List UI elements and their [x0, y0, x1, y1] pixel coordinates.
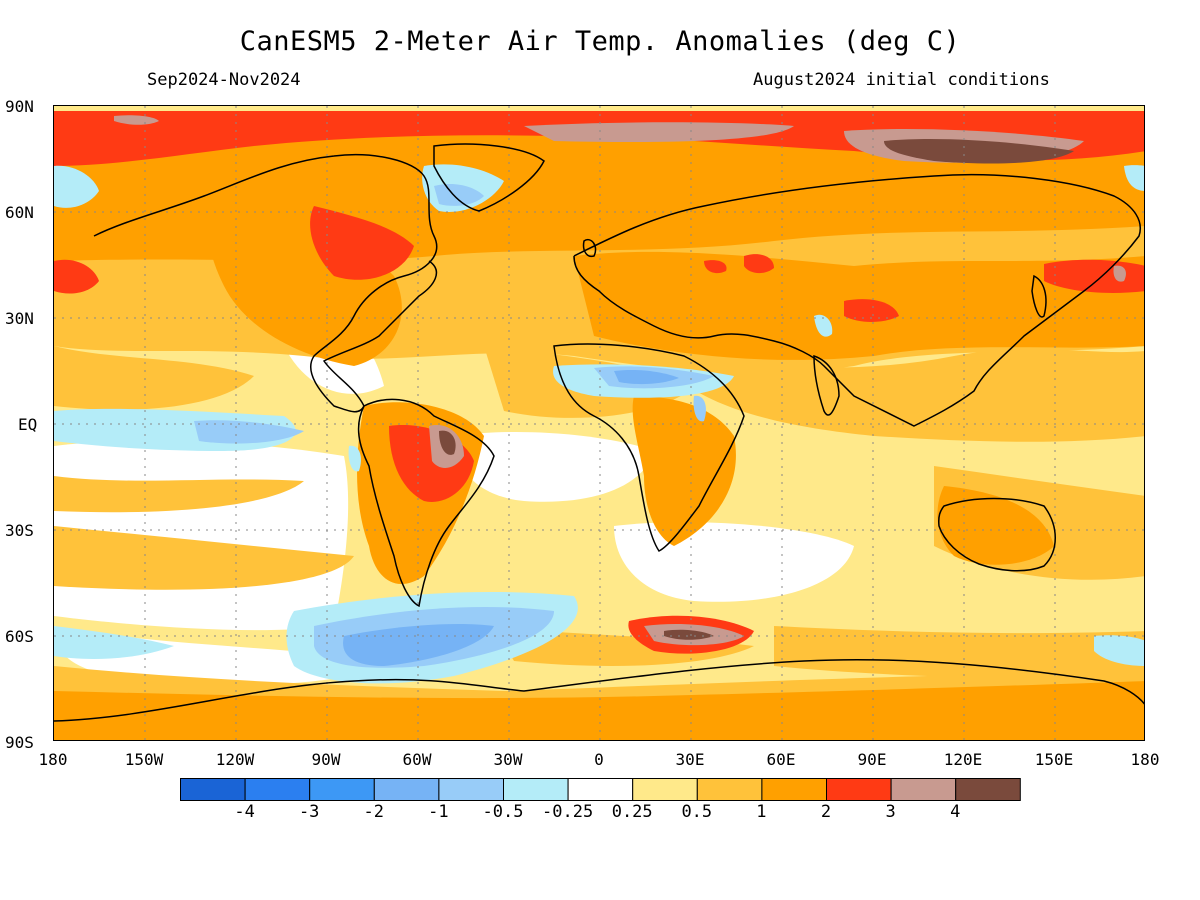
legend-tick-label: -2 — [363, 802, 385, 822]
cold-patches — [343, 369, 679, 666]
legend-swatch-2 — [309, 778, 375, 801]
legend-swatch-12 — [955, 778, 1021, 801]
legend-tick-label: 4 — [950, 802, 961, 822]
legend-swatch-9 — [761, 778, 828, 801]
legend-swatch-3 — [373, 778, 440, 801]
legend-tick-label: -0.25 — [542, 802, 594, 822]
legend-swatch-7 — [632, 778, 698, 801]
lon-label-60w: 60W — [402, 750, 432, 769]
lon-label-120e: 120E — [943, 750, 983, 769]
lat-label-30n: 30N — [5, 309, 34, 328]
orange-regions — [54, 126, 1144, 740]
legend-tick-label: 0.25 — [611, 802, 653, 822]
lat-label-60s: 60S — [5, 627, 34, 646]
lon-label-0: 0 — [594, 750, 604, 769]
initial-conditions: August2024 initial conditions — [753, 70, 1050, 90]
lon-label-30e: 30E — [675, 750, 705, 769]
map-title: CanESM5 2-Meter Air Temp. Anomalies (deg… — [239, 26, 961, 57]
lon-label-90e: 90E — [857, 750, 887, 769]
coastlines — [54, 143, 1144, 722]
legend-swatch-0 — [180, 778, 246, 801]
lon-label-150e: 150E — [1034, 750, 1074, 769]
legend-tick-label: -1 — [428, 802, 449, 822]
legend-swatch-10 — [826, 778, 892, 801]
legend-swatch-8 — [696, 778, 763, 801]
lon-label-30w: 30W — [493, 750, 523, 769]
lon-label-60e: 60E — [766, 750, 796, 769]
lat-label-30s: 30S — [5, 521, 34, 540]
lon-label-150w: 150W — [124, 750, 164, 769]
legend-swatch-11 — [890, 778, 957, 801]
anomaly-map-svg — [54, 106, 1144, 740]
color-legend — [180, 778, 1022, 802]
legend-swatch-1 — [244, 778, 311, 801]
legend-tick-label: 3 — [885, 802, 896, 822]
lat-label-eq: EQ — [18, 415, 38, 434]
extreme-areas — [439, 139, 1074, 640]
legend-tick-label: -3 — [298, 802, 320, 822]
legend-tick-label: -0.5 — [482, 802, 524, 822]
legend-swatch-4 — [438, 778, 504, 801]
lat-label-90s: 90S — [5, 733, 34, 752]
legend-tick-label: 2 — [820, 802, 832, 822]
lat-label-60n: 60N — [5, 203, 34, 222]
graticule — [54, 106, 1144, 740]
lon-label-90w: 90W — [311, 750, 341, 769]
anomaly-map — [53, 105, 1145, 741]
lon-label-120w: 120W — [215, 750, 255, 769]
color-legend-bar — [180, 778, 1021, 801]
legend-tick-label: 0.5 — [681, 802, 713, 822]
legend-swatch-5 — [503, 778, 569, 801]
lat-label-90n: 90N — [5, 97, 34, 116]
legend-swatch-6 — [567, 778, 634, 801]
lon-label-180e: 180 — [1130, 750, 1160, 769]
legend-tick-label: 1 — [756, 802, 767, 822]
legend-tick-label: -4 — [234, 802, 255, 822]
forecast-period: Sep2024-Nov2024 — [147, 70, 301, 90]
lon-label-180w: 180 — [38, 750, 68, 769]
